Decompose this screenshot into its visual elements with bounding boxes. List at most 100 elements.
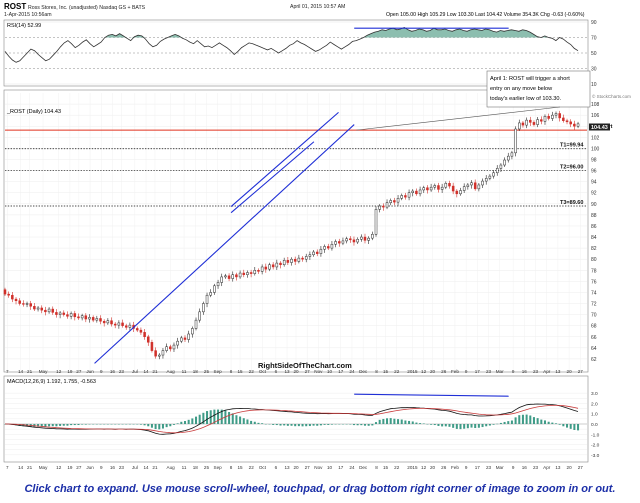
bottom-axis-label-2: 21 xyxy=(27,465,33,470)
candle-body-67 xyxy=(249,272,253,274)
candle-body-21 xyxy=(80,315,84,319)
macd-hist-bar-62 xyxy=(231,413,234,424)
macd-hist-bar-130 xyxy=(481,424,484,428)
macd-hist-bar-18 xyxy=(70,424,73,426)
candle-body-154 xyxy=(569,121,572,125)
macd-hist-bar-51 xyxy=(191,418,194,424)
candle-body-15 xyxy=(58,312,62,315)
top-axis-label-31: Dec xyxy=(359,369,368,374)
macd-hist-bar-124 xyxy=(459,424,462,430)
candle-body-105 xyxy=(389,200,392,203)
macd-hist-bar-79 xyxy=(294,424,297,427)
candle-body-80 xyxy=(297,257,301,262)
macd-hist-bar-128 xyxy=(474,424,477,429)
top-axis-label-8: 9 xyxy=(100,369,103,374)
macd-hist-bar-129 xyxy=(477,424,480,428)
symbol: ROST xyxy=(4,2,26,11)
candle-body-120 xyxy=(444,183,448,188)
macd-hist-bar-142 xyxy=(525,414,528,424)
candle-body-6 xyxy=(25,303,29,305)
last-price-value: 104.43 xyxy=(591,125,608,131)
macd-hist-bar-89 xyxy=(330,424,333,425)
macd-hist-bar-109 xyxy=(404,420,407,424)
bottom-axis-label-20: 15 xyxy=(237,465,243,470)
candle-body-72 xyxy=(268,264,271,270)
chart-caption: Click chart to expand. Use mouse scroll-… xyxy=(24,483,616,495)
macd-hist-bar-88 xyxy=(327,424,330,425)
candle-body-52 xyxy=(194,319,198,329)
candle-body-123 xyxy=(455,190,459,195)
top-axis-label-39: Feb xyxy=(451,369,459,374)
candle-body-26 xyxy=(99,318,102,322)
bottom-axis-label-37: 20 xyxy=(430,465,436,470)
price-tick-label-64: 64 xyxy=(591,346,597,352)
candle-body-128 xyxy=(473,182,477,190)
top-axis-label-35: 2015 xyxy=(407,369,418,374)
candle-body-13 xyxy=(51,308,55,313)
macd-tick-label-4: -1.0 xyxy=(591,432,600,438)
macd-hist-bar-85 xyxy=(316,424,319,426)
bottom-axis-label-13: 21 xyxy=(152,465,158,470)
candle-body-126 xyxy=(466,184,470,187)
candle-body-117 xyxy=(433,185,437,188)
macd-hist-bar-61 xyxy=(228,412,231,424)
top-axis-label-20: 15 xyxy=(237,369,243,374)
candle-body-8 xyxy=(33,306,36,310)
annotation-box xyxy=(486,70,591,108)
site-watermark: RightSideOfTheChart.com xyxy=(258,361,352,370)
candle-body-45 xyxy=(169,346,172,350)
bottom-axis-label-49: 20 xyxy=(567,465,573,470)
price-tick-label-106: 106 xyxy=(591,113,600,119)
macd-hist-bar-59 xyxy=(220,409,223,424)
macd-hist-bar-111 xyxy=(411,421,414,424)
candle-body-53 xyxy=(198,311,201,321)
macd-hist-bar-117 xyxy=(433,424,436,426)
candle-body-87 xyxy=(323,246,326,250)
macd-hist-bar-114 xyxy=(422,423,425,424)
candle-body-115 xyxy=(426,187,429,191)
top-axis-label-12: 14 xyxy=(143,369,149,374)
bottom-axis-label-25: 20 xyxy=(293,465,299,470)
macd-hist-bar-125 xyxy=(463,424,466,429)
macd-tick-label-8: 1.0 xyxy=(591,412,598,418)
candle-body-112 xyxy=(415,190,418,195)
macd-hist-bar-41 xyxy=(154,424,157,430)
price-tick-label-108: 108 xyxy=(591,102,600,108)
candle-body-103 xyxy=(382,205,385,208)
candle-body-107 xyxy=(396,198,400,203)
candle-body-134 xyxy=(495,168,499,174)
bottom-axis-label-15: 11 xyxy=(182,465,187,470)
bottom-axis-label-11: Jul xyxy=(132,465,138,470)
macd-hist-bar-86 xyxy=(319,424,322,426)
top-axis-label-50: 27 xyxy=(578,369,584,374)
candle-body-129 xyxy=(477,184,481,190)
price-tick-label-102: 102 xyxy=(591,135,600,141)
macd-hist-bar-19 xyxy=(73,424,76,426)
macd-hist-bar-152 xyxy=(562,424,565,427)
candle-body-147 xyxy=(543,116,547,122)
bottom-axis-label-35: 2015 xyxy=(407,465,418,470)
level-label-T1: T1=99.94 xyxy=(560,143,584,149)
bottom-axis-label-33: 15 xyxy=(383,465,389,470)
price-tick-label-90: 90 xyxy=(591,202,597,208)
macd-hist-bar-70 xyxy=(261,423,264,424)
candle-body-18 xyxy=(69,313,73,317)
macd-hist-bar-4 xyxy=(18,424,21,426)
macd-hist-bar-99 xyxy=(367,424,370,426)
candle-body-10 xyxy=(40,307,43,311)
candle-body-43 xyxy=(161,350,165,356)
candle-body-149 xyxy=(551,114,554,119)
candle-body-100 xyxy=(371,234,374,239)
bottom-axis-label-5: 19 xyxy=(67,465,73,470)
top-axis-label-25: 20 xyxy=(293,369,299,374)
macd-hist-bar-58 xyxy=(217,409,220,424)
candle-body-34 xyxy=(128,324,132,328)
macd-hist-bar-108 xyxy=(400,419,403,424)
candle-body-31 xyxy=(117,322,121,326)
top-axis-label-17: 25 xyxy=(204,369,210,374)
macd-hist-bar-119 xyxy=(441,424,444,427)
candle-body-32 xyxy=(121,322,124,326)
bottom-axis-label-44: 9 xyxy=(512,465,515,470)
candle-body-16 xyxy=(62,312,66,315)
candle-body-24 xyxy=(91,317,95,321)
